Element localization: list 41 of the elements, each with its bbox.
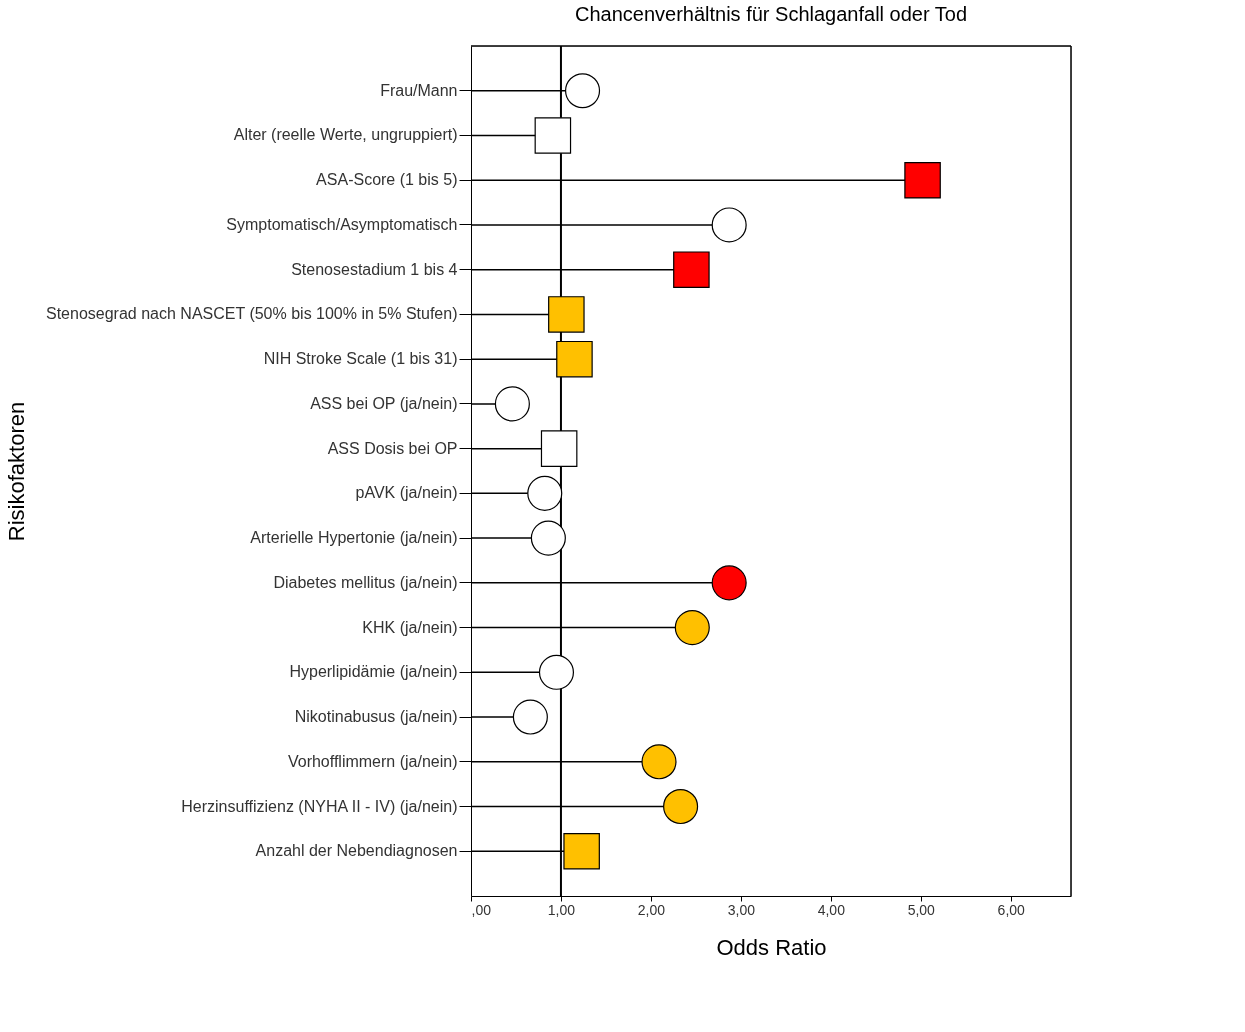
y-tick-label: Anzahl der Nebendiagnosen bbox=[255, 842, 458, 860]
y-tick-label: Symptomatisch/Asymptomatisch bbox=[226, 215, 458, 233]
y-tick-label: NIH Stroke Scale (1 bis 31) bbox=[263, 350, 458, 368]
point bbox=[512, 699, 548, 735]
x-tick-label: 3,00 bbox=[727, 901, 756, 918]
y-tick-label: Stenosegrad nach NASCET (50% bis 100% in 5% Stufen) bbox=[46, 305, 458, 323]
x-tick-label: 4,00 bbox=[817, 901, 846, 918]
y-tick-label: Hyperlipidämie (ja/nein) bbox=[289, 663, 458, 681]
point bbox=[538, 654, 575, 690]
x-tick-label: 2,00 bbox=[637, 901, 666, 918]
point bbox=[904, 161, 941, 199]
point bbox=[673, 251, 710, 288]
y-tick-label: Frau/Mann bbox=[380, 81, 458, 99]
x-tick-label: 1,00 bbox=[547, 901, 576, 918]
y-tick-label: Herzinsuffizienz (NYHA II - IV) (ja/nein) bbox=[181, 797, 458, 815]
point bbox=[711, 565, 747, 601]
chart-title: Chancenverhältnis für Schlaganfall oder Tod bbox=[574, 3, 968, 25]
y-tick-label: pAVK (ja/nein) bbox=[355, 484, 458, 502]
y-tick-label: Diabetes mellitus (ja/nein) bbox=[273, 573, 458, 591]
x-tick-label: 5,00 bbox=[907, 901, 936, 918]
point bbox=[494, 386, 530, 422]
x-tick-label: ,00 bbox=[471, 901, 492, 918]
y-tick-label: KHK (ja/nein) bbox=[362, 618, 458, 636]
point bbox=[548, 296, 585, 333]
y-tick-label: Alter (reelle Werte, ungruppiert) bbox=[233, 126, 458, 144]
y-tick-label: Nikotinabusus (ja/nein) bbox=[294, 708, 458, 726]
y-tick-label: Stenosestadium 1 bis 4 bbox=[291, 260, 458, 278]
y-tick-label: Vorhofflimmern (ja/nein) bbox=[287, 752, 458, 770]
y-tick-label: ASA-Score (1 bis 5) bbox=[316, 171, 458, 189]
y-tick-label: ASS bei OP (ja/nein) bbox=[310, 394, 458, 412]
y-axis-title: Risikofaktoren bbox=[3, 401, 29, 542]
y-tick-label: ASS Dosis bei OP bbox=[327, 439, 458, 457]
y-tick-label: Arterielle Hypertonie (ja/nein) bbox=[250, 529, 458, 547]
point bbox=[530, 520, 566, 556]
point bbox=[711, 207, 747, 243]
point bbox=[563, 832, 600, 870]
x-tick-label: 6,00 bbox=[997, 901, 1026, 918]
point bbox=[527, 475, 563, 511]
point bbox=[564, 73, 601, 109]
point bbox=[556, 340, 593, 378]
x-axis-title: Odds Ratio bbox=[716, 934, 827, 960]
